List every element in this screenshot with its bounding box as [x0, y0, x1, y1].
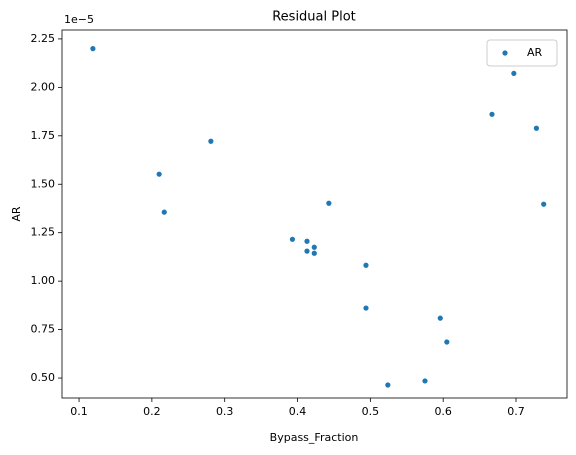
y-tick-label: 0.75: [31, 323, 56, 336]
legend-marker: [502, 50, 508, 56]
y-tick-label: 1.00: [31, 274, 56, 287]
scatter-point: [422, 378, 428, 384]
scatter-point: [289, 236, 296, 242]
x-tick-label: 0.5: [362, 405, 380, 418]
x-tick-label: 0.2: [143, 405, 161, 418]
x-axis-label: Bypass_Fraction: [270, 431, 359, 444]
scatter-point: [444, 339, 450, 345]
scatter-point: [161, 209, 167, 215]
scatter-point: [208, 138, 214, 144]
scatter-point: [311, 250, 317, 256]
y-offset-label: 1e−5: [64, 13, 94, 26]
x-tick-label: 0.4: [289, 405, 307, 418]
scatter-point: [363, 262, 369, 268]
scatter-point: [326, 200, 332, 206]
scatter-point: [304, 238, 310, 244]
y-tick-label: 1.25: [31, 226, 56, 239]
scatter-point: [90, 46, 96, 52]
chart-title: Residual Plot: [272, 10, 356, 25]
y-tick-label: 1.75: [31, 129, 56, 142]
scatter-point: [311, 244, 317, 250]
y-tick-label: 2.00: [31, 80, 56, 93]
scatter-point: [511, 70, 517, 77]
scatter-point: [541, 201, 547, 207]
x-tick-label: 0.7: [507, 405, 525, 418]
y-tick-label: 2.25: [31, 32, 56, 45]
x-tick-label: 0.3: [216, 405, 234, 418]
x-tick-label: 0.6: [434, 405, 452, 418]
scatter-point: [363, 305, 369, 311]
scatter-point: [533, 125, 540, 131]
y-tick-label: 1.50: [31, 177, 56, 190]
legend-label: AR: [527, 46, 543, 59]
y-tick-label: 0.50: [31, 371, 56, 384]
scatter-point: [385, 382, 391, 388]
scatter-point: [156, 171, 162, 177]
plot-frame: [61, 29, 568, 399]
scatter-point: [437, 315, 443, 321]
scatter-point: [304, 248, 310, 254]
y-axis-label: AR: [10, 206, 23, 222]
scatter-point: [489, 111, 495, 117]
x-tick-label: 0.1: [70, 405, 88, 418]
legend-box: [486, 39, 558, 67]
